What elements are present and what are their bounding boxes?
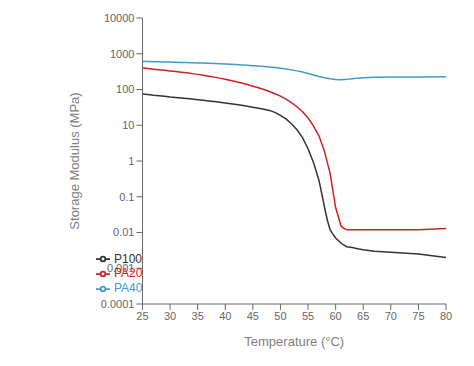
svg-text:0.01: 0.01 <box>113 226 134 238</box>
svg-text:25: 25 <box>136 310 148 322</box>
svg-text:60: 60 <box>330 310 342 322</box>
svg-text:50: 50 <box>274 310 286 322</box>
svg-text:70: 70 <box>385 310 397 322</box>
svg-text:75: 75 <box>412 310 424 322</box>
svg-text:80: 80 <box>440 310 452 322</box>
svg-text:55: 55 <box>302 310 314 322</box>
svg-text:0.001: 0.001 <box>107 262 135 274</box>
svg-text:Storage Modulus (MPa): Storage Modulus (MPa) <box>67 92 82 229</box>
svg-text:0.1: 0.1 <box>119 191 134 203</box>
svg-text:65: 65 <box>357 310 369 322</box>
svg-text:10000: 10000 <box>104 12 135 24</box>
svg-text:1: 1 <box>128 155 134 167</box>
svg-text:10: 10 <box>122 119 134 131</box>
svg-text:1000: 1000 <box>110 48 134 60</box>
svg-text:30: 30 <box>164 310 176 322</box>
svg-text:100: 100 <box>116 83 134 95</box>
svg-text:0.0001: 0.0001 <box>101 298 135 310</box>
svg-text:40: 40 <box>219 310 231 322</box>
svg-text:Temperature (°C): Temperature (°C) <box>244 334 344 349</box>
svg-text:45: 45 <box>247 310 259 322</box>
svg-text:35: 35 <box>192 310 204 322</box>
